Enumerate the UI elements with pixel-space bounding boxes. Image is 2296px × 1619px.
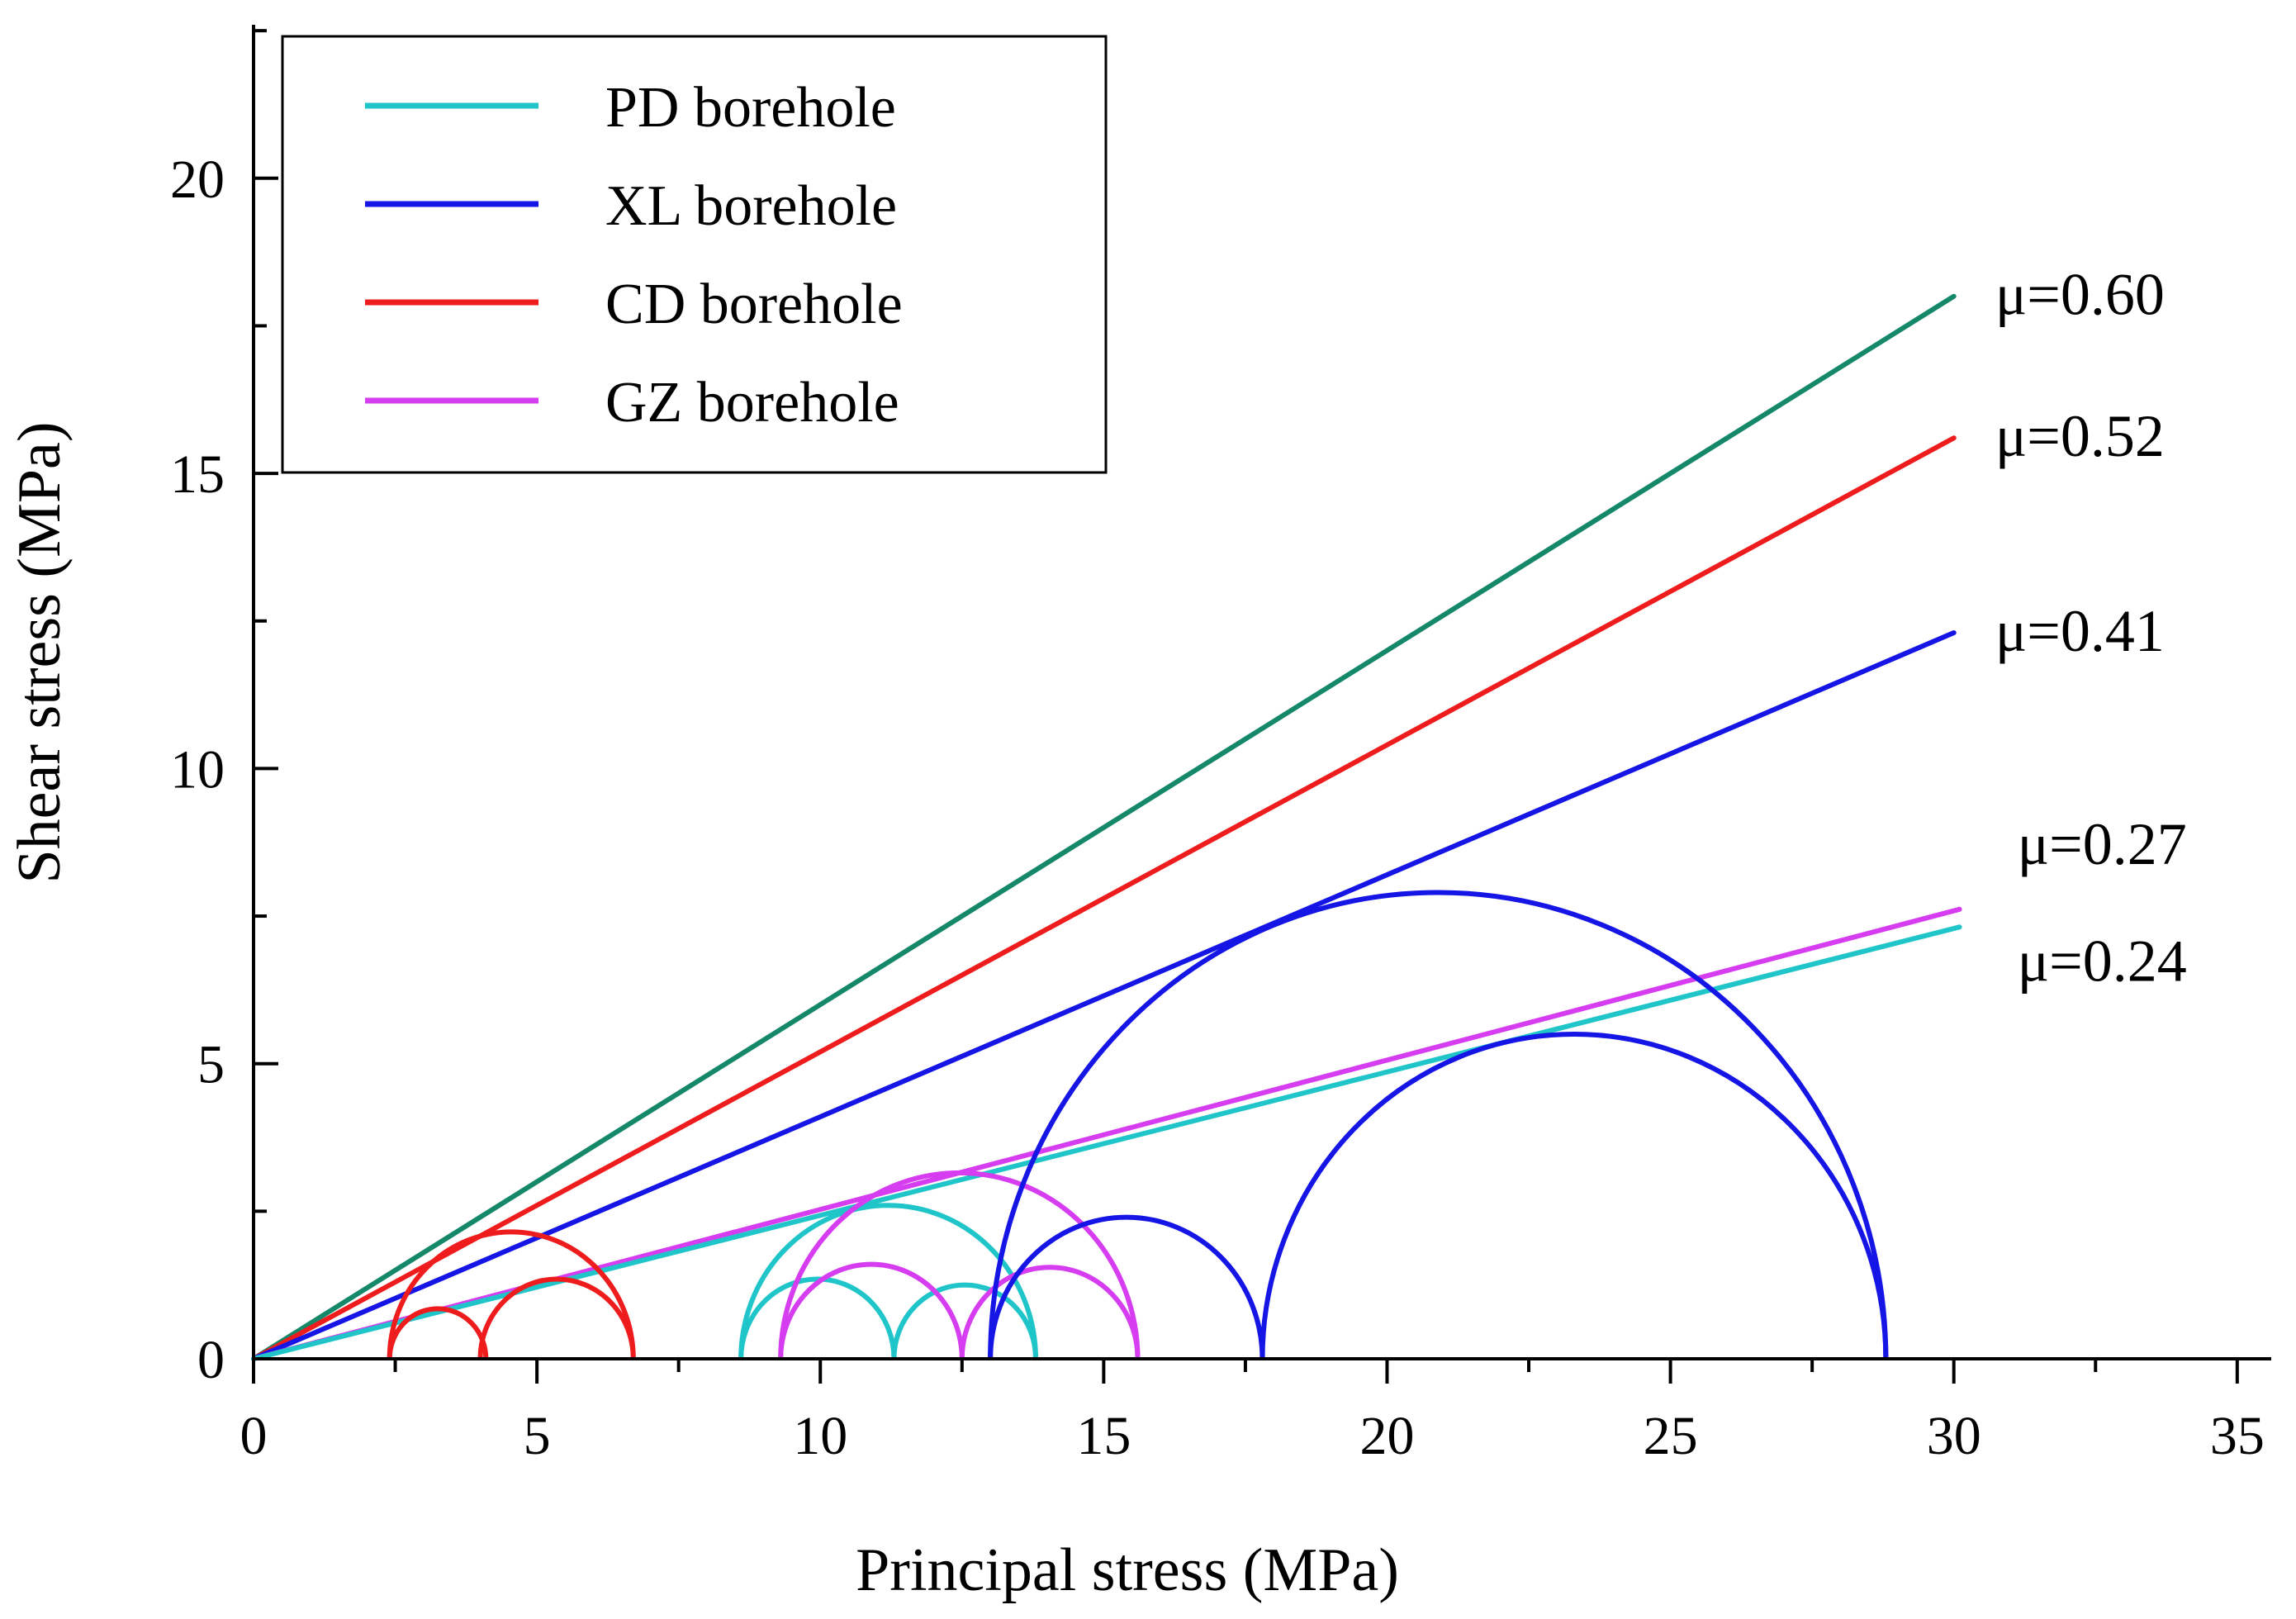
y-tick-label: 20: [170, 150, 225, 210]
y-axis-title: Shear stress (MPa): [6, 421, 74, 883]
legend-label: CD borehole: [605, 273, 903, 336]
legend: PD borehole XL borehole CD borehole GZ bore…: [281, 35, 1108, 474]
mohr-circle-xl: [1259, 1032, 1889, 1360]
mohr-circle-gz: [778, 1262, 965, 1360]
friction-line-0.41-label: μ=0.41: [1995, 598, 2165, 664]
x-tick-label: 5: [524, 1406, 551, 1466]
mohr-circle-xl: [988, 1215, 1265, 1360]
legend-label: GZ borehole: [605, 371, 899, 434]
axes: 0 5 10 15 20 25 30 35 0 5 10 15 20: [170, 25, 2271, 1466]
x-axis-title: Principal stress (MPa): [856, 1536, 1399, 1604]
mohr-circle-pd: [738, 1203, 1039, 1360]
x-tick-label: 35: [2210, 1406, 2265, 1466]
friction-line-0.52: [251, 435, 1957, 1361]
friction-line-0.60-label: μ=0.60: [1995, 262, 2165, 328]
friction-line-0.24-label: μ=0.24: [2018, 928, 2187, 994]
x-tick-label: 20: [1359, 1406, 1414, 1466]
mohr-circles: [387, 892, 1889, 1360]
y-tick-label: 15: [170, 444, 225, 505]
mohr-circle-cd: [387, 1229, 636, 1360]
x-tick-label: 10: [793, 1406, 847, 1466]
mohr-circle-pd: [738, 1276, 897, 1360]
y-tick-label: 5: [197, 1035, 225, 1095]
mohr-circle-pd: [891, 1282, 1039, 1360]
y-tick-label: 10: [170, 739, 225, 800]
friction-line-0.27-label: μ=0.27: [2018, 811, 2187, 877]
legend-label: PD borehole: [605, 76, 896, 140]
legend-label: XL borehole: [605, 174, 897, 238]
friction-labels: μ=0.60 μ=0.52 μ=0.41 μ=0.27 μ=0.24: [1995, 262, 2187, 995]
x-tick-label: 15: [1076, 1406, 1131, 1466]
x-tick-label: 0: [240, 1406, 268, 1466]
mohr-circle-cd: [477, 1276, 636, 1360]
x-tick-label: 25: [1644, 1406, 1698, 1466]
friction-line-0.52-label: μ=0.52: [1995, 403, 2165, 469]
mohr-circle-gz: [778, 1170, 1141, 1360]
mohr-circle-gz: [959, 1265, 1141, 1360]
friction-line-0.41: [251, 630, 1957, 1361]
x-tick-label: 30: [1927, 1406, 1981, 1466]
friction-line-0.60: [251, 293, 1957, 1361]
mohr-circle-cd: [387, 1306, 489, 1360]
y-tick-label: 0: [197, 1330, 225, 1390]
friction-line-0.24: [251, 924, 1962, 1361]
